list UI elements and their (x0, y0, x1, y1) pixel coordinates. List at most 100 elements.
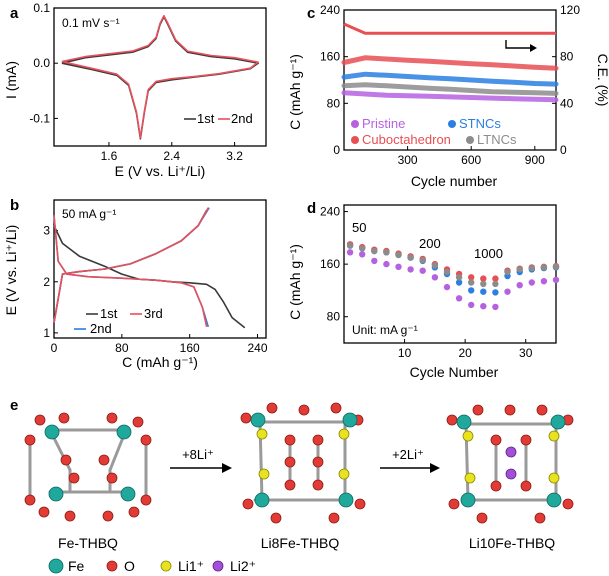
iron-atom (546, 492, 562, 508)
rate-point-pristine (371, 257, 378, 265)
rate-point-pristine (540, 278, 548, 285)
oxygen-atom (140, 434, 152, 446)
panel-a-annotation: 0.1 mV s⁻¹ (62, 16, 120, 30)
cv-series-2nd (61, 14, 259, 139)
x-tick-label: 30 (519, 346, 533, 360)
panel-e-label: e (10, 397, 18, 414)
capacity-series-stncs (341, 71, 559, 87)
cv-series-1st (61, 16, 259, 140)
panel-a-frame (53, 7, 267, 147)
atom-legend-li2-marker (212, 560, 224, 572)
x-tick-label: 10 (398, 346, 412, 360)
y-tick-label: 0.1 (33, 1, 50, 15)
iron-atom (48, 486, 64, 502)
oxygen-atom (284, 456, 296, 468)
rate-point-pristine (419, 267, 426, 274)
oxygen-atom (298, 404, 310, 416)
li2-atom (505, 468, 517, 480)
x-tick-label: 0 (51, 341, 58, 355)
rate-point-ltncs (480, 280, 487, 288)
y-tick-label: 160 (320, 257, 340, 271)
structure-label-fe-thbq: Fe-THBQ (58, 535, 118, 551)
reaction-label-2: +2Li⁺ (392, 447, 424, 462)
oxygen-atom (266, 402, 278, 414)
reaction-arrow-1-head (222, 463, 232, 473)
panel-c: c C (mAh g⁻¹) C.E. (%) Cycle number 300 6… (287, 3, 609, 189)
iron-atom (44, 424, 60, 440)
rate-label-50: 50 (352, 220, 366, 235)
atom-legend-fe-marker (48, 558, 64, 574)
x-tick-label: 20 (458, 346, 472, 360)
capacity-series-ltncs (341, 82, 559, 96)
iron-atom (460, 492, 476, 508)
rate-point-stncs (468, 287, 475, 294)
li1-atom (256, 428, 268, 440)
oxygen-atom (472, 404, 484, 416)
oxygen-atom (64, 510, 76, 522)
y-tick-label: 3 (43, 224, 50, 238)
legend-marker-ltncs (466, 136, 474, 144)
rate-point-ltncs (552, 263, 560, 270)
rate-point-stncs (455, 279, 463, 286)
y-tick-label: -0.1 (29, 111, 50, 125)
rate-point-stncs (492, 289, 499, 296)
oxygen-atom (562, 498, 574, 510)
rate-point-pristine (359, 251, 366, 258)
iron-atom (120, 486, 136, 502)
iron-atom (250, 412, 266, 428)
oxygen-atom (446, 414, 458, 426)
capacity-series-pristine (341, 90, 559, 103)
rate-point-pristine (528, 279, 535, 286)
oxygen-atom (68, 472, 80, 484)
rate-point-pristine (395, 263, 402, 270)
legend-label-1st: 1st (197, 111, 215, 126)
legend-label-3rd: 3rd (144, 306, 163, 321)
unit-note: Unit: mA g⁻¹ (352, 323, 418, 337)
rate-point-stncs (480, 288, 487, 295)
legend-label-stncs: STNCs (459, 116, 501, 131)
gcd-series-3rd (53, 215, 208, 327)
oxygen-atom (38, 506, 50, 518)
legend-label-cuboctahedron: Cuboctahedron (362, 132, 451, 147)
oxygen-atom (284, 434, 296, 446)
oxygen-atom (242, 498, 254, 510)
panel-a-ylabel: I (mA) (3, 61, 19, 99)
rate-point-ltncs (516, 266, 523, 273)
rate-point-ltncs (431, 262, 439, 269)
rate-label-200: 200 (419, 236, 441, 251)
oxygen-atom (490, 434, 502, 446)
oxygen-atom (476, 512, 488, 524)
ce-axis-arrow-head (530, 44, 537, 52)
panel-b-frame (53, 199, 267, 339)
oxygen-atom (24, 434, 36, 446)
rate-point-pristine (346, 249, 354, 256)
reaction-label-1: +8Li⁺ (182, 447, 214, 462)
atom-legend-li1-label: Li1⁺ (178, 558, 204, 574)
x-tick-label: 2.4 (163, 149, 180, 163)
oxygen-atom (102, 510, 114, 522)
x-tick-label: 1.6 (101, 149, 118, 163)
li1-atom (548, 430, 560, 442)
panel-c-ylabel: C (mAh g⁻¹) (287, 54, 303, 130)
rate-point-ltncs (383, 249, 390, 256)
panel-b-ylabel: E (V vs. Li⁺/Li) (3, 225, 19, 316)
oxygen-atom (60, 454, 72, 466)
oxygen-atom (330, 402, 342, 414)
ce-series (343, 22, 556, 35)
oxygen-atom (106, 472, 118, 484)
panel-d-ylabel: C (mAh g⁻¹) (287, 244, 303, 320)
panel-a-xlabel: E (V vs. Li⁺/Li) (115, 163, 206, 179)
panel-c-frame (343, 9, 557, 151)
panel-e: e (10, 397, 574, 574)
rate-point-ltncs (528, 264, 535, 272)
reaction-arrow-2-head (430, 463, 440, 473)
oxygen-atom (448, 498, 460, 510)
oxygen-atom (520, 434, 532, 446)
iron-atom (116, 424, 132, 440)
panel-d-frame (343, 204, 557, 344)
rate-point-pristine (504, 288, 511, 295)
iron-atom (338, 492, 354, 508)
oxygen-atom (312, 479, 324, 491)
panel-a-label: a (10, 5, 19, 22)
